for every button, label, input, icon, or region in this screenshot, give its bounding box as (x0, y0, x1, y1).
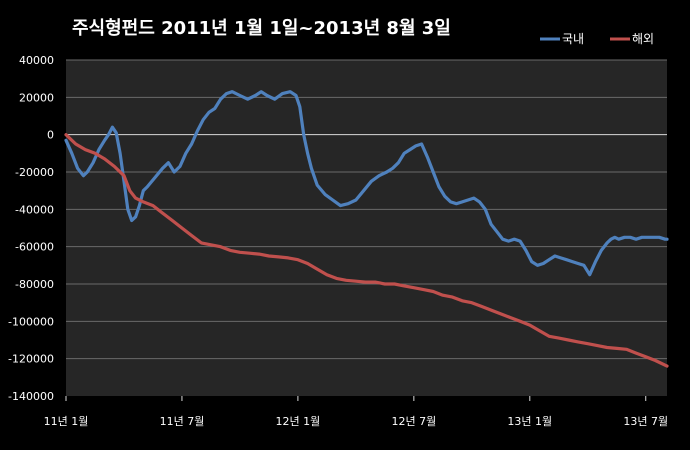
series-line-overseas (64, 133, 669, 368)
y-axis-ticks: 40000 20000 0 -20000 -40000 -60000 -80000 -1000… (8, 54, 54, 403)
x-tick-label: 13년 7월 (623, 415, 668, 428)
y-tick-label: -120000 (8, 353, 54, 366)
legend-label-domestic: 국내 (562, 32, 584, 46)
y-tick-label: -80000 (15, 278, 54, 291)
y-tick-label: 20000 (19, 91, 54, 104)
x-tick-label: 12년 1월 (276, 415, 321, 428)
plot-area (66, 60, 667, 396)
gridlines (65, 59, 667, 401)
y-tick-label: 40000 (19, 54, 54, 67)
x-tick-label: 12년 7월 (391, 415, 436, 428)
y-tick-label: -100000 (8, 315, 54, 328)
x-axis-ticks: 11년 1월 11년 7월 12년 1월 12년 7월 13년 1월 13년 7월 (44, 415, 668, 428)
y-tick-label: -40000 (15, 203, 54, 216)
y-tick-label: -140000 (8, 390, 54, 403)
legend-label-overseas: 해외 (632, 32, 654, 46)
y-tick-label: -60000 (15, 241, 54, 254)
x-tick-label: 11년 1월 (44, 415, 89, 428)
x-tick-label: 13년 1월 (507, 415, 552, 428)
y-tick-label: -20000 (15, 166, 54, 179)
series-lines (64, 90, 669, 368)
x-tick-label: 11년 7월 (160, 415, 205, 428)
y-tick-label: 0 (47, 129, 54, 142)
chart-title: 주식형펀드 2011년 1월 1일~2013년 8월 3일 (72, 18, 451, 39)
legend: 국내 해외 (540, 32, 654, 46)
series-line-domestic (64, 90, 669, 277)
